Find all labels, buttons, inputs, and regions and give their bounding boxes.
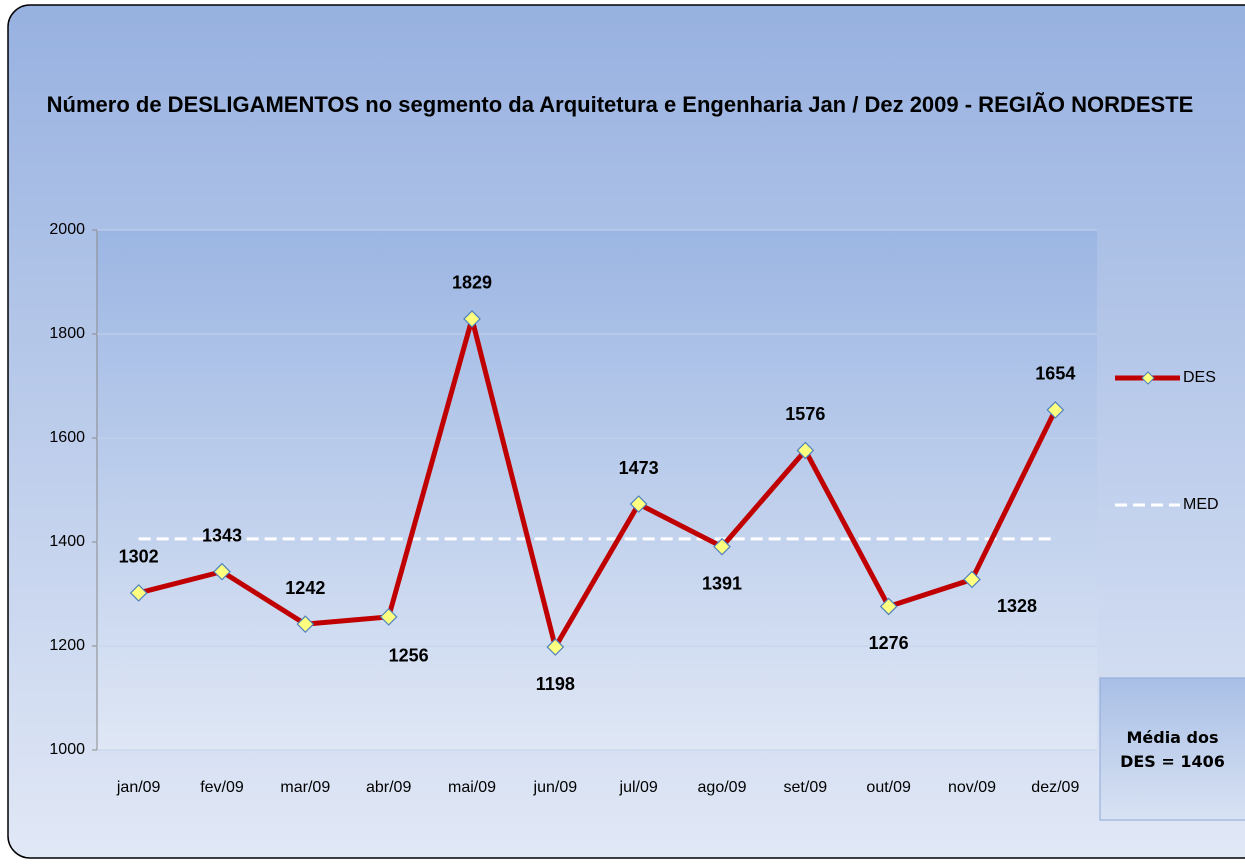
y-tick-label: 2000 xyxy=(49,221,85,238)
data-label: 1343 xyxy=(202,525,242,545)
marker xyxy=(546,638,565,656)
annotation-text: Média dos DES = 1406 xyxy=(1120,728,1225,771)
data-line xyxy=(138,316,1058,650)
marker xyxy=(796,441,815,460)
x-tick-label: jul/09 xyxy=(619,779,658,796)
x-tick-label: fev/09 xyxy=(200,779,244,796)
legend-marker xyxy=(1141,371,1155,385)
x-tick-label: nov/09 xyxy=(948,779,996,796)
y-tick-label: 1800 xyxy=(49,325,85,342)
x-tick-label: out/09 xyxy=(866,779,911,796)
data-label: 1276 xyxy=(869,633,909,653)
legend-label: MED xyxy=(1183,496,1219,513)
chart-title: Número de DESLIGAMENTOS no segmento da A… xyxy=(46,92,1194,117)
note-box xyxy=(1099,677,1245,821)
data-label: 1302 xyxy=(119,547,159,567)
x-tick-label: mai/09 xyxy=(448,779,496,796)
marker xyxy=(879,597,898,616)
marker xyxy=(963,570,981,589)
y-tick-label: 1000 xyxy=(49,741,85,758)
x-tick-label: dez/09 xyxy=(1031,779,1079,796)
x-tick-label: mar/09 xyxy=(280,779,330,796)
marker xyxy=(213,562,231,581)
marker xyxy=(129,584,148,602)
y-tick-label: 1600 xyxy=(49,429,85,446)
marker xyxy=(1046,401,1065,419)
y-tick-label: 1200 xyxy=(49,637,85,654)
marker xyxy=(629,495,648,513)
x-tick-label: jan/09 xyxy=(116,779,161,796)
marker xyxy=(379,608,398,626)
data-label: 1576 xyxy=(785,404,825,424)
marker xyxy=(713,537,731,556)
marker xyxy=(463,310,481,328)
x-tick-label: abr/09 xyxy=(366,779,411,796)
data-label: 1654 xyxy=(1035,364,1075,384)
data-label: 1328 xyxy=(997,596,1037,616)
data-label: 1198 xyxy=(536,674,575,694)
data-label: 1473 xyxy=(619,458,659,478)
legend-label: DES xyxy=(1183,369,1216,386)
marker xyxy=(296,615,315,634)
x-tick-label: jun/09 xyxy=(533,779,578,796)
x-tick-label: set/09 xyxy=(784,779,828,796)
data-label: 1242 xyxy=(285,578,325,598)
plot-area xyxy=(97,230,1097,750)
data-label: 1829 xyxy=(452,273,492,293)
data-label: 1256 xyxy=(389,646,429,666)
annotation: Média dos DES = 1406 xyxy=(1100,726,1245,774)
x-tick-label: ago/09 xyxy=(698,779,747,796)
y-tick-label: 1400 xyxy=(49,533,85,550)
data-label: 1391 xyxy=(702,573,742,593)
